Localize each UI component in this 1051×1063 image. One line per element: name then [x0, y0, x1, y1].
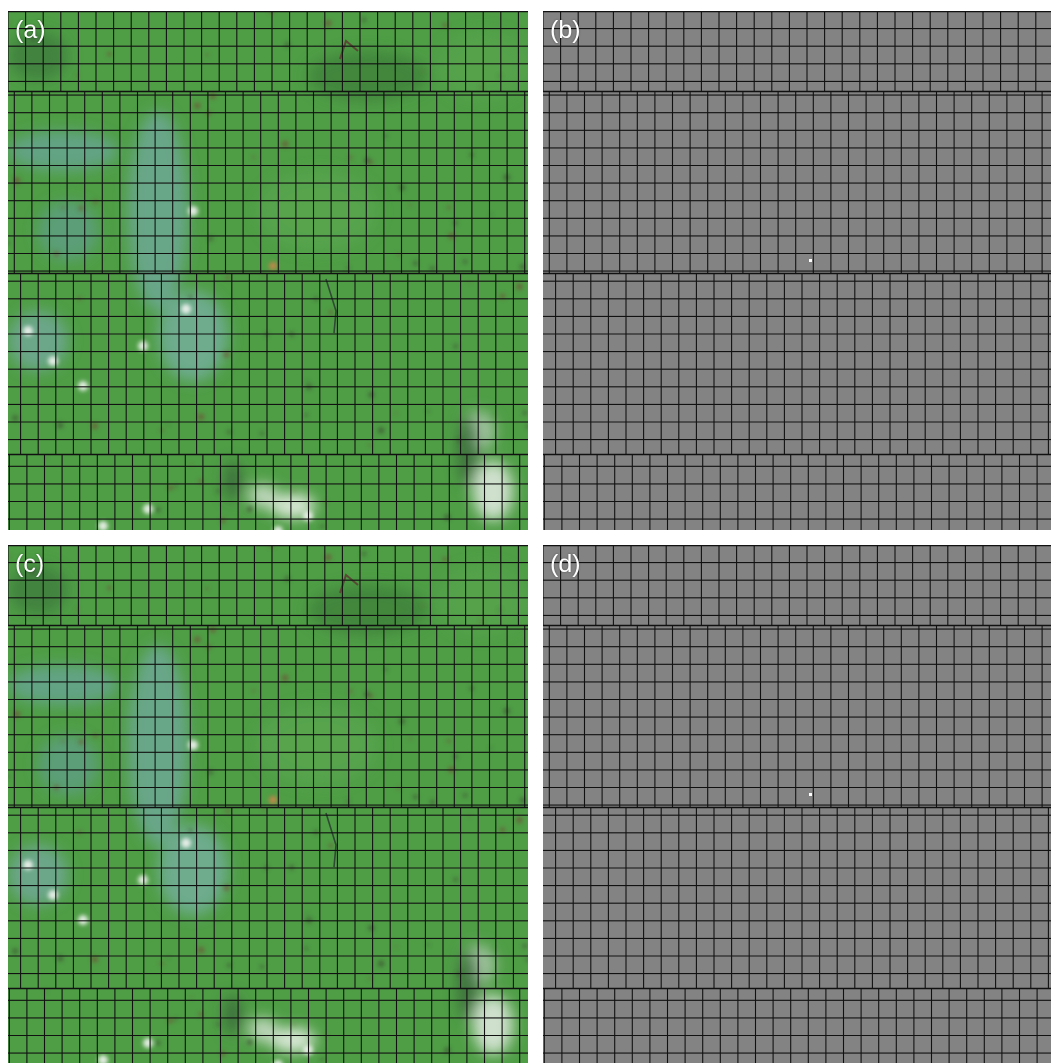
- bright-speck: [809, 793, 812, 796]
- panel-d: (d): [543, 545, 1051, 1063]
- panel-b-label: (b): [550, 16, 581, 44]
- panel-a-label: (a): [15, 16, 46, 44]
- gray-background: [543, 545, 1051, 1063]
- panel-b-image: [543, 11, 1051, 530]
- panel-a-image: [8, 11, 528, 530]
- gray-background: [543, 11, 1051, 530]
- bright-speck: [809, 259, 812, 262]
- panel-c: (c): [8, 545, 528, 1063]
- vegetation-background: [8, 545, 528, 1063]
- panel-d-image: [543, 545, 1051, 1063]
- tile-grid: [543, 11, 1051, 530]
- panel-a: (a): [8, 11, 528, 530]
- tile-grid: [543, 545, 1051, 1063]
- panel-d-label: (d): [550, 550, 581, 578]
- vegetation-background: [8, 11, 528, 530]
- tile-grid: [8, 545, 528, 1063]
- panel-c-label: (c): [15, 550, 45, 578]
- tile-grid: [8, 11, 528, 530]
- panel-c-image: [8, 545, 528, 1063]
- panel-b: (b): [543, 11, 1051, 530]
